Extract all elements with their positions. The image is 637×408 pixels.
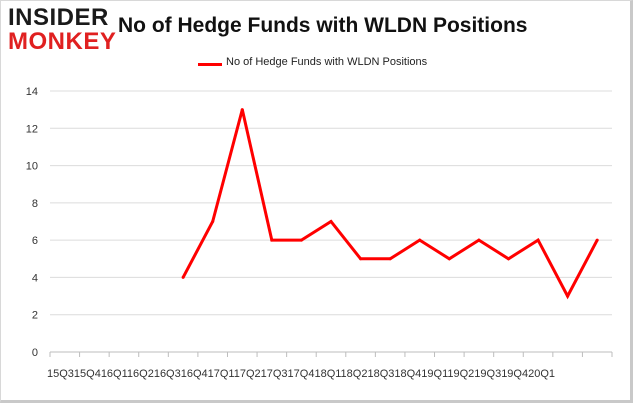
y-tick-label: 10 (26, 161, 38, 173)
logo-line-2: MONKEY (8, 28, 117, 55)
data-point (418, 238, 422, 242)
y-tick-label: 14 (26, 86, 38, 98)
legend-swatch (198, 63, 222, 66)
data-point (329, 220, 333, 223)
y-tick-label: 12 (26, 123, 38, 135)
logo-line-1: INSIDER (8, 4, 109, 31)
data-point (299, 238, 303, 242)
data-point (506, 257, 510, 261)
data-point (477, 238, 481, 242)
series-layer (181, 108, 599, 300)
y-tick-label: 4 (32, 272, 38, 284)
data-point (595, 238, 599, 242)
axis-layer: 0 2 4 6 8 10 12 14 (26, 86, 613, 359)
chart-title: No of Hedge Funds with WLDN Positions (118, 14, 528, 37)
data-point (270, 238, 274, 242)
y-tick-label: 0 (32, 347, 38, 359)
data-point (359, 257, 363, 261)
data-point (566, 294, 570, 298)
grid-layer (50, 90, 612, 353)
data-point (388, 257, 392, 261)
data-point (211, 220, 215, 223)
data-point (536, 238, 540, 242)
insider-monkey-logo: INSIDER MONKEY (8, 6, 120, 56)
y-tick-label: 2 (32, 310, 38, 322)
legend-label: No of Hedge Funds with WLDN Positions (226, 56, 428, 68)
data-point (447, 257, 451, 261)
y-tick-label: 6 (32, 235, 38, 247)
x-tick-labels: 15Q315Q416Q116Q216Q316Q417Q117Q217Q317Q4… (47, 368, 555, 380)
data-point (181, 275, 185, 279)
y-tick-label: 8 (32, 198, 38, 210)
data-point (240, 108, 244, 112)
